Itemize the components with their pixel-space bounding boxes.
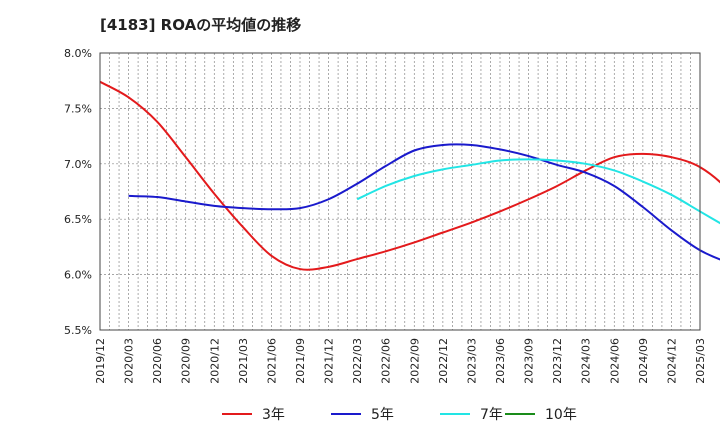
chart-title: [4183] ROAの平均値の推移 <box>100 16 302 34</box>
x-tick-label: 2020/12 <box>208 338 221 384</box>
x-tick-label: 2021/09 <box>294 338 307 384</box>
x-tick-label: 2022/09 <box>408 338 421 384</box>
series-line-1 <box>99 80 720 271</box>
y-tick-label: 6.0% <box>64 269 92 282</box>
x-tick-label: 2023/09 <box>523 338 536 384</box>
x-tick-label: 2023/12 <box>551 338 564 384</box>
x-tick-label: 2020/09 <box>180 338 193 384</box>
x-tick-label: 2024/09 <box>637 338 650 384</box>
legend-label: 5年 <box>371 407 394 423</box>
x-tick-label: 2025/03 <box>694 338 707 384</box>
y-tick-label: 7.5% <box>64 102 92 115</box>
series-line-3 <box>356 158 720 225</box>
x-tick-label: 2021/12 <box>323 338 336 384</box>
x-tick-label: 2022/06 <box>380 338 393 384</box>
y-tick-label: 8.0% <box>64 47 92 60</box>
plot-frame <box>99 52 701 331</box>
x-tick-label: 2023/06 <box>494 338 507 384</box>
legend-label: 3年 <box>262 407 285 423</box>
x-tick-label: 2024/12 <box>665 338 678 384</box>
x-tick-label: 2022/12 <box>437 338 450 384</box>
x-tick-label: 2020/03 <box>123 338 136 384</box>
x-tick-label: 2019/12 <box>94 338 107 384</box>
y-tick-label: 6.5% <box>64 213 92 226</box>
x-tick-label: 2023/03 <box>465 338 478 384</box>
x-tick-label: 2020/06 <box>151 338 164 384</box>
x-tick-label: 2021/03 <box>237 338 250 384</box>
x-tick-label: 2024/03 <box>580 338 593 384</box>
x-tick-label: 2024/06 <box>608 338 621 384</box>
x-tick-label: 2022/03 <box>351 338 364 384</box>
legend-label: 10年 <box>545 407 577 423</box>
y-tick-label: 5.5% <box>64 324 92 337</box>
x-tick-label: 2021/06 <box>265 338 278 384</box>
y-tick-label: 7.0% <box>64 158 92 171</box>
series-line-2 <box>128 143 720 261</box>
legend-label: 7年 <box>480 407 503 423</box>
